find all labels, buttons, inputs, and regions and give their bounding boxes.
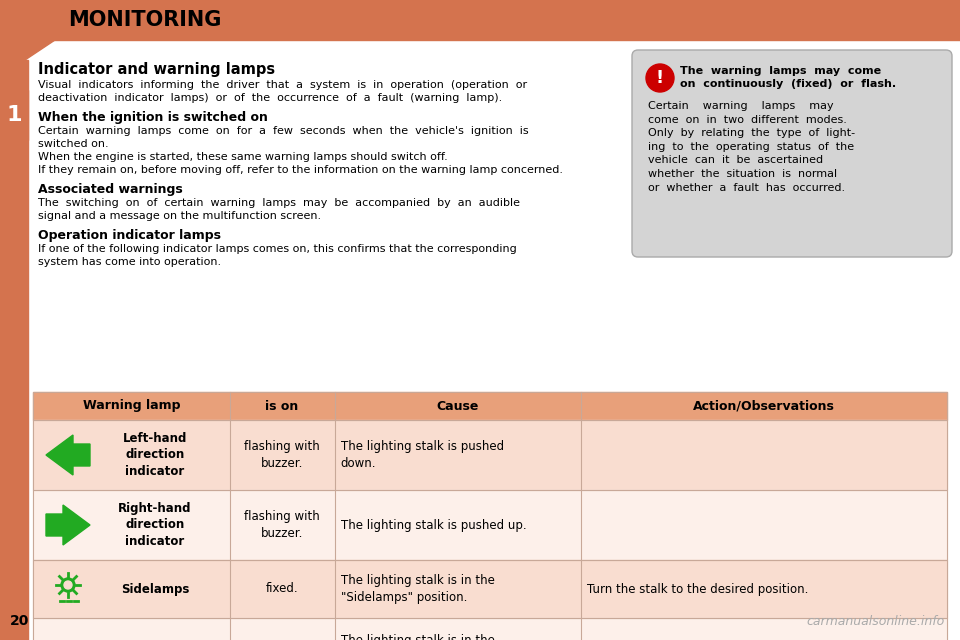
Text: on  continuously  (fixed)  or  flash.: on continuously (fixed) or flash. (680, 79, 896, 89)
Text: flashing with
buzzer.: flashing with buzzer. (244, 440, 320, 470)
Text: The lighting stalk is in the
"Sidelamps" position.: The lighting stalk is in the "Sidelamps"… (341, 574, 494, 604)
Text: system has come into operation.: system has come into operation. (38, 257, 221, 267)
Text: Certain    warning    lamps    may
come  on  in  two  different  modes.
Only  by: Certain warning lamps may come on in two… (648, 101, 855, 193)
Text: Operation indicator lamps: Operation indicator lamps (38, 229, 221, 242)
Text: Left-hand
direction
indicator: Left-hand direction indicator (123, 432, 187, 478)
FancyBboxPatch shape (632, 50, 952, 257)
Bar (33, 392, 947, 420)
Text: When the engine is started, these same warning lamps should switch off.: When the engine is started, these same w… (38, 152, 447, 162)
Text: Turn the stalk to the desired position.: Turn the stalk to the desired position. (588, 582, 808, 595)
Text: 20: 20 (11, 614, 30, 628)
Text: Visual  indicators  informing  the  driver  that  a  system  is  in  operation  : Visual indicators informing the driver t… (38, 80, 527, 90)
Bar (33, 420, 947, 490)
Bar (33, 490, 947, 560)
Polygon shape (46, 505, 90, 545)
Text: Warning lamp: Warning lamp (83, 399, 180, 413)
Text: The lighting stalk is in the
"Dipped beam headlamps"
position.: The lighting stalk is in the "Dipped bea… (341, 634, 500, 640)
Text: The  switching  on  of  certain  warning  lamps  may  be  accompanied  by  an  a: The switching on of certain warning lamp… (38, 198, 520, 208)
Bar (0, 0, 960, 40)
Text: The lighting stalk is pushed
down.: The lighting stalk is pushed down. (341, 440, 504, 470)
Bar (33, 618, 947, 640)
Circle shape (64, 581, 72, 589)
Polygon shape (46, 435, 90, 475)
Bar (33, 392, 947, 420)
Text: Action/Observations: Action/Observations (693, 399, 835, 413)
Text: !: ! (656, 69, 664, 87)
Text: switched on.: switched on. (38, 139, 108, 149)
Circle shape (646, 64, 674, 92)
Text: Cause: Cause (437, 399, 479, 413)
Text: signal and a message on the multifunction screen.: signal and a message on the multifunctio… (38, 211, 322, 221)
Bar (33, 420, 947, 490)
Text: If they remain on, before moving off, refer to the information on the warning la: If they remain on, before moving off, re… (38, 165, 563, 175)
Text: Right-hand
direction
indicator: Right-hand direction indicator (118, 502, 192, 548)
Text: flashing with
buzzer.: flashing with buzzer. (244, 510, 320, 540)
Text: The lighting stalk is pushed up.: The lighting stalk is pushed up. (341, 518, 526, 531)
Circle shape (61, 578, 75, 592)
Bar (0, 60, 28, 640)
Bar (33, 560, 947, 618)
Text: is on: is on (265, 399, 299, 413)
Text: When the ignition is switched on: When the ignition is switched on (38, 111, 268, 124)
Text: 1: 1 (7, 105, 22, 125)
Text: deactivation  indicator  lamps)  or  of  the  occurrence  of  a  fault  (warning: deactivation indicator lamps) or of the … (38, 93, 502, 103)
Text: MONITORING: MONITORING (68, 10, 222, 30)
Bar (33, 618, 947, 640)
Text: Indicator and warning lamps: Indicator and warning lamps (38, 62, 276, 77)
Text: fixed.: fixed. (266, 582, 299, 595)
Text: carmanualsonline.info: carmanualsonline.info (806, 615, 945, 628)
Bar (33, 560, 947, 618)
Polygon shape (0, 0, 960, 60)
Text: Sidelamps: Sidelamps (121, 582, 189, 595)
Text: Associated warnings: Associated warnings (38, 183, 182, 196)
Bar (33, 490, 947, 560)
Text: Certain  warning  lamps  come  on  for  a  few  seconds  when  the  vehicle's  i: Certain warning lamps come on for a few … (38, 126, 529, 136)
Text: If one of the following indicator lamps comes on, this confirms that the corresp: If one of the following indicator lamps … (38, 244, 516, 254)
Bar (0, 90, 28, 140)
Text: The  warning  lamps  may  come: The warning lamps may come (680, 66, 881, 76)
